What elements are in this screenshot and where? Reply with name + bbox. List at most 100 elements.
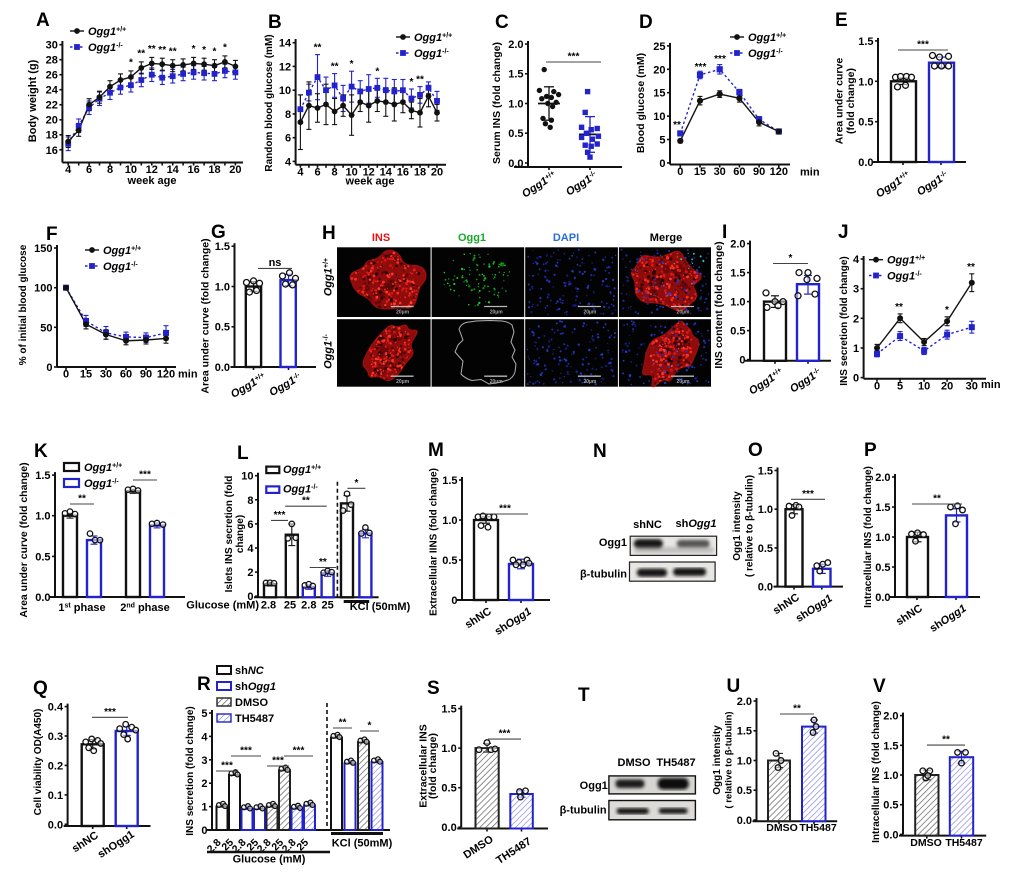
svg-text:E: E <box>835 10 848 31</box>
svg-text:16: 16 <box>397 166 409 178</box>
svg-text:Ogg1-/-: Ogg1-/- <box>414 48 449 60</box>
svg-text:30: 30 <box>46 40 58 52</box>
svg-text:TH5487: TH5487 <box>235 713 274 725</box>
svg-text:0.3: 0.3 <box>48 731 63 743</box>
svg-text:2: 2 <box>201 778 207 790</box>
svg-text:Cell viability OD(A450): Cell viability OD(A450) <box>33 709 44 816</box>
svg-text:Ogg1-/-: Ogg1-/- <box>84 478 119 490</box>
svg-text:**: ** <box>148 44 156 55</box>
svg-text:K: K <box>34 441 48 462</box>
svg-text:Ogg1-/-: Ogg1-/- <box>88 42 123 54</box>
svg-text:0.5: 0.5 <box>215 322 230 334</box>
svg-text:Ogg1: Ogg1 <box>458 232 486 244</box>
svg-text:15: 15 <box>653 88 665 100</box>
svg-text:4: 4 <box>853 254 860 266</box>
svg-text:**: ** <box>416 75 424 86</box>
svg-text:0.1: 0.1 <box>48 790 63 802</box>
svg-text:***: *** <box>139 470 151 481</box>
svg-text:*: * <box>375 66 379 77</box>
svg-text:0.0: 0.0 <box>508 158 523 170</box>
svg-text:50: 50 <box>40 322 52 334</box>
svg-text:0: 0 <box>247 591 253 603</box>
svg-text:5: 5 <box>659 135 665 147</box>
svg-text:DMSO: DMSO <box>235 697 268 709</box>
svg-text:4: 4 <box>285 156 292 168</box>
svg-text:***: *** <box>272 756 284 767</box>
svg-text:6: 6 <box>86 164 92 176</box>
svg-text:6: 6 <box>314 166 320 178</box>
svg-text:shNC: shNC <box>235 665 265 677</box>
svg-text:2.0: 2.0 <box>730 239 745 251</box>
svg-text:R: R <box>197 674 211 695</box>
svg-text:2: 2 <box>853 313 859 325</box>
svg-text:18: 18 <box>46 130 58 142</box>
svg-text:Ogg1-/-: Ogg1-/- <box>103 261 138 273</box>
svg-text:Area under curve: Area under curve <box>834 58 846 145</box>
svg-text:Serum INS (fold change): Serum INS (fold change) <box>491 42 503 164</box>
svg-text:KCl (50mM): KCl (50mM) <box>332 838 393 850</box>
svg-text:Intracellular INS (fold change: Intracellular INS (fold change) <box>863 466 874 608</box>
svg-text:1.0: 1.0 <box>508 99 523 111</box>
svg-text:0.5: 0.5 <box>35 551 50 563</box>
svg-text:V: V <box>873 676 886 697</box>
svg-text:10: 10 <box>279 85 291 97</box>
svg-text:( relative to β-tubulin): ( relative to β-tubulin) <box>724 711 735 808</box>
svg-text:10: 10 <box>653 111 665 123</box>
svg-text:Q: Q <box>33 678 48 699</box>
svg-text:20: 20 <box>46 115 58 127</box>
svg-text:28: 28 <box>46 55 58 67</box>
svg-text:12: 12 <box>279 61 291 73</box>
svg-text:30: 30 <box>100 369 112 381</box>
svg-text:0.0: 0.0 <box>875 592 890 604</box>
svg-text:0.5: 0.5 <box>737 785 752 797</box>
svg-text:0.0: 0.0 <box>883 829 898 841</box>
svg-text:5: 5 <box>897 380 903 392</box>
svg-text:***: *** <box>240 746 252 757</box>
svg-text:TH5487: TH5487 <box>945 837 983 849</box>
svg-text:0: 0 <box>874 380 880 392</box>
svg-text:2.0: 2.0 <box>883 711 898 723</box>
svg-text:20µm: 20µm <box>677 379 690 385</box>
svg-text:*: * <box>354 478 358 489</box>
svg-text:8: 8 <box>332 166 338 178</box>
svg-text:25: 25 <box>321 600 333 612</box>
svg-text:***: *** <box>221 761 233 772</box>
svg-text:0.5: 0.5 <box>883 800 898 812</box>
svg-text:1.0: 1.0 <box>875 532 890 544</box>
svg-text:1.0: 1.0 <box>35 511 50 523</box>
svg-text:INS secretion (fold change): INS secretion (fold change) <box>185 706 196 835</box>
svg-text:TH5487: TH5487 <box>656 757 695 769</box>
svg-text:20: 20 <box>941 380 953 392</box>
svg-text:L: L <box>237 443 249 464</box>
svg-text:2: 2 <box>247 567 253 579</box>
svg-text:**: ** <box>339 718 347 729</box>
svg-text:B: B <box>268 12 282 33</box>
svg-text:15: 15 <box>80 369 92 381</box>
svg-text:Blood glucose (mM): Blood glucose (mM) <box>635 53 647 153</box>
svg-text:10: 10 <box>125 164 137 176</box>
svg-text:0: 0 <box>659 158 665 170</box>
svg-text:S: S <box>427 678 440 699</box>
svg-text:**: ** <box>942 735 950 746</box>
svg-text:INS secretion (fold change): INS secretion (fold change) <box>839 256 850 385</box>
svg-text:1.5: 1.5 <box>441 704 456 716</box>
svg-text:0: 0 <box>677 166 683 178</box>
svg-text:DAPI: DAPI <box>553 232 579 244</box>
svg-text:**: ** <box>331 62 339 73</box>
svg-text:**: ** <box>137 49 145 60</box>
svg-text:20µm: 20µm <box>583 310 596 316</box>
svg-text:shOgg1: shOgg1 <box>235 681 276 693</box>
svg-text:1.5: 1.5 <box>875 502 890 514</box>
svg-text:0: 0 <box>739 355 745 367</box>
svg-text:0: 0 <box>46 362 52 374</box>
svg-text:18: 18 <box>414 166 426 178</box>
svg-text:30: 30 <box>714 166 726 178</box>
svg-text:Ogg1+/+: Ogg1+/+ <box>887 255 925 267</box>
svg-text:1.0: 1.0 <box>730 297 745 309</box>
svg-text:0.0: 0.0 <box>35 592 50 604</box>
svg-text:G: G <box>211 222 226 243</box>
svg-text:DMSO: DMSO <box>618 757 651 769</box>
svg-text:week age: week age <box>345 176 395 188</box>
svg-text:*: * <box>409 77 413 88</box>
svg-text:% of initial blood glucose: % of initial blood glucose <box>18 244 29 365</box>
